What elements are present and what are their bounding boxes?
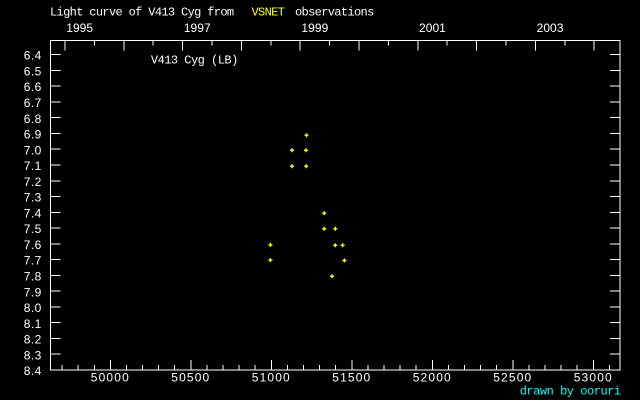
- svg-text:7.6: 7.6: [24, 238, 42, 252]
- svg-text:V413 Cyg (LB): V413 Cyg (LB): [151, 54, 238, 68]
- svg-text:8.2: 8.2: [24, 333, 42, 347]
- svg-text:1995: 1995: [66, 21, 93, 35]
- svg-text:52500: 52500: [493, 371, 532, 385]
- svg-text:7.7: 7.7: [24, 254, 42, 268]
- svg-text:7.4: 7.4: [24, 206, 42, 220]
- svg-text:7.3: 7.3: [24, 191, 42, 205]
- svg-text:8.0: 8.0: [24, 301, 42, 315]
- svg-text:7.1: 7.1: [24, 159, 42, 173]
- svg-text:8.3: 8.3: [24, 348, 42, 362]
- svg-text:52000: 52000: [413, 371, 452, 385]
- svg-text:7.9: 7.9: [24, 285, 42, 299]
- svg-text:53000: 53000: [574, 371, 613, 385]
- svg-text:Light curve of V413 Cyg from: Light curve of V413 Cyg from: [50, 6, 234, 20]
- svg-text:2001: 2001: [419, 21, 446, 35]
- svg-text:7.8: 7.8: [24, 269, 42, 283]
- svg-text:6.8: 6.8: [24, 112, 42, 126]
- svg-text:observations: observations: [295, 6, 374, 20]
- svg-text:50500: 50500: [171, 371, 210, 385]
- svg-text:VSNET: VSNET: [252, 6, 285, 20]
- svg-text:6.9: 6.9: [24, 128, 42, 142]
- svg-text:drawn by ooruri: drawn by ooruri: [520, 385, 621, 399]
- svg-text:51000: 51000: [252, 371, 291, 385]
- svg-text:7.5: 7.5: [24, 222, 42, 236]
- svg-text:1997: 1997: [184, 21, 211, 35]
- svg-text:50000: 50000: [91, 371, 130, 385]
- svg-text:6.7: 6.7: [24, 96, 42, 110]
- svg-text:2003: 2003: [537, 21, 564, 35]
- svg-text:8.1: 8.1: [24, 317, 42, 331]
- svg-text:7.0: 7.0: [24, 143, 42, 157]
- svg-text:6.6: 6.6: [24, 80, 42, 94]
- svg-text:8.4: 8.4: [24, 364, 42, 378]
- svg-text:1999: 1999: [301, 21, 328, 35]
- svg-text:6.5: 6.5: [24, 64, 42, 78]
- svg-text:51500: 51500: [332, 371, 371, 385]
- svg-text:7.2: 7.2: [24, 175, 42, 189]
- svg-text:6.4: 6.4: [24, 49, 42, 63]
